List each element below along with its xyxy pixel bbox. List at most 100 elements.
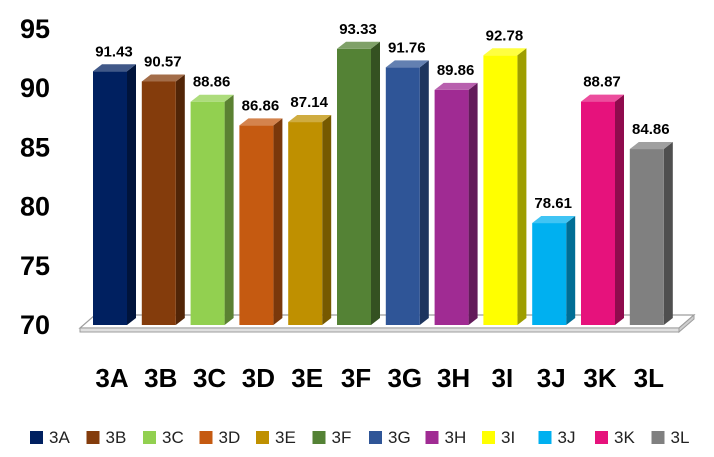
legend-item-3g: 3G: [369, 428, 411, 447]
x-tick-label: 3L: [634, 363, 664, 393]
legend-label: 3A: [49, 428, 70, 447]
x-tick-label: 3D: [242, 363, 275, 393]
data-label: 84.86: [632, 121, 670, 138]
data-label: 88.86: [193, 74, 231, 91]
bar-top: [190, 94, 234, 102]
legend-swatch: [369, 431, 382, 444]
bar-side: [419, 60, 429, 325]
x-tick-label: 3K: [583, 363, 616, 393]
x-tick-label: 3F: [341, 363, 371, 393]
legend-item-3c: 3C: [143, 428, 184, 447]
legend-swatch: [143, 431, 156, 444]
bar-3j: 78.61: [532, 195, 576, 325]
bars: 91.43 90.57 88.86 86.86 87.14 93.33 91.76 89.86…: [93, 21, 673, 326]
bar-side: [615, 94, 624, 326]
bar-side: [224, 94, 234, 325]
x-tick-label: 3I: [492, 363, 514, 393]
x-tick-label: 3B: [144, 363, 177, 393]
data-label: 87.14: [290, 94, 328, 111]
x-tick-label: 3E: [291, 363, 323, 393]
bar-3h: 89.86: [434, 62, 478, 325]
legend-label: 3G: [388, 428, 411, 447]
bar-3g: 91.76: [385, 39, 429, 325]
legend-item-3b: 3B: [86, 428, 127, 447]
legend-swatch: [538, 431, 552, 444]
legend-label: 3L: [671, 428, 690, 447]
bar-side: [663, 142, 673, 325]
legend-label: 3D: [219, 428, 241, 447]
y-axis: 70 75 80 85 90 95: [20, 14, 50, 340]
bar-front: [629, 149, 664, 325]
bar-top: [288, 115, 332, 123]
bar-side: [175, 74, 185, 325]
bar-top: [337, 41, 380, 49]
bar-front: [93, 71, 127, 325]
data-label: 88.87: [583, 74, 621, 91]
legend-label: 3B: [106, 428, 127, 447]
legend-swatch: [256, 431, 269, 444]
data-label: 92.78: [486, 27, 524, 44]
bar-3a: 91.43: [93, 43, 136, 325]
floor-front: [79, 327, 680, 333]
bar-top: [629, 142, 673, 150]
bar-front: [434, 89, 469, 325]
bar-side: [468, 82, 478, 325]
legend-swatch: [425, 431, 439, 444]
x-tick-label: 3C: [193, 363, 226, 393]
bar-front: [385, 67, 420, 325]
data-label: 91.76: [388, 39, 426, 56]
legend-swatch: [595, 431, 608, 444]
bar-side: [566, 216, 576, 325]
y-tick-label: 80: [20, 192, 50, 222]
legend-label: 3I: [501, 428, 515, 447]
bar-side: [127, 64, 136, 325]
legend-item-3k: 3K: [595, 428, 635, 447]
bar-side: [273, 118, 283, 326]
floor-side: [678, 313, 695, 334]
legend: 3A 3B 3C 3D 3E 3F 3G 3H 3I 3J 3K 3L: [30, 428, 689, 447]
bar-side: [517, 48, 527, 326]
x-tick-label: 3H: [437, 363, 470, 393]
bar-top: [93, 64, 136, 72]
data-label: 91.43: [95, 43, 133, 60]
legend-swatch: [30, 431, 43, 444]
x-tick-label: 3J: [537, 363, 566, 393]
bar-3e: 87.14: [288, 94, 332, 325]
legend-swatch: [651, 431, 665, 444]
x-axis: 3A 3B 3C 3D 3E 3F 3G 3H 3I 3J 3K 3L: [95, 363, 664, 393]
bar-side: [371, 41, 380, 326]
data-label: 93.33: [339, 21, 377, 38]
bar-side: [322, 115, 332, 325]
bar-3c: 88.86: [190, 74, 234, 325]
x-tick-label: 3A: [95, 363, 128, 393]
legend-swatch: [312, 431, 326, 444]
y-tick-label: 70: [20, 310, 50, 340]
legend-item-3i: 3I: [482, 428, 515, 447]
bar-top: [532, 216, 576, 224]
legend-swatch: [86, 431, 100, 444]
legend-label: 3F: [332, 428, 352, 447]
bar-front: [190, 101, 225, 325]
bar-3l: 84.86: [629, 121, 673, 325]
bar-3b: 90.57: [141, 53, 185, 325]
legend-item-3a: 3A: [30, 428, 70, 447]
bar-front: [239, 125, 274, 326]
bar-front: [337, 48, 371, 326]
legend-item-3l: 3L: [651, 428, 690, 447]
bar-top: [141, 74, 185, 82]
bar-3d: 86.86: [239, 97, 283, 326]
bar-3i: 92.78: [483, 27, 527, 326]
legend-item-3h: 3H: [425, 428, 467, 447]
legend-swatch: [482, 431, 495, 444]
legend-item-3f: 3F: [312, 428, 352, 447]
bar-top: [385, 60, 429, 68]
legend-swatch: [199, 431, 213, 444]
legend-label: 3K: [614, 428, 635, 447]
legend-label: 3J: [558, 428, 576, 447]
bar-front: [288, 122, 323, 325]
legend-label: 3H: [445, 428, 467, 447]
data-label: 89.86: [437, 62, 475, 79]
x-tick-label: 3G: [387, 363, 422, 393]
bar-top: [239, 118, 283, 126]
